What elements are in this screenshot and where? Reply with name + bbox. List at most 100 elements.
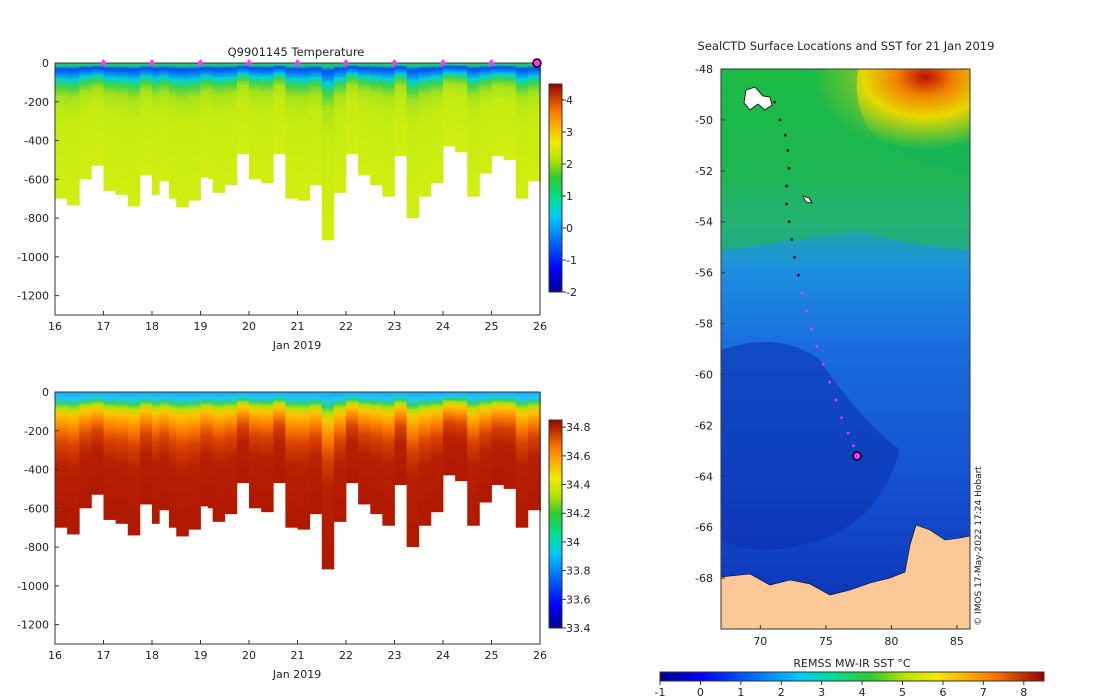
- profile-column: [67, 63, 80, 206]
- profile-column: [285, 63, 298, 199]
- sst-tick-label: 4: [859, 686, 866, 699]
- profile-column: [103, 63, 117, 191]
- profile-marker: [294, 59, 301, 67]
- profile-column: [527, 392, 541, 511]
- lat-tick-label: -54: [695, 216, 713, 229]
- y-tick-label: -1200: [17, 290, 49, 303]
- profile-column: [207, 392, 214, 509]
- profile-column: [236, 392, 250, 484]
- temperature-section-panel: Q9901145 Temperature 0 -200 -400 -600 -800 -1…: [17, 45, 577, 352]
- y-tick-label: -200: [24, 96, 49, 109]
- sst-tick-label: 8: [1020, 686, 1027, 699]
- sst-colorbar: [659, 671, 1045, 682]
- track-point: [785, 202, 788, 206]
- y-tick-label: -1000: [17, 251, 49, 264]
- sal-y-axis-ticks: 0 -200 -400 -600 -800 -1000 -1200: [17, 386, 59, 632]
- temp-y-axis-ticks: 0 -200 -400 -600 -800 -1000 -1200: [17, 57, 59, 303]
- profile-column: [370, 63, 383, 186]
- y-tick-label: -1200: [17, 619, 49, 632]
- map-axes-frame: [720, 68, 971, 630]
- x-tick-label: 25: [485, 649, 499, 662]
- x-tick-label: 23: [388, 649, 402, 662]
- sal-x-axis-ticks: 16 17 18 19 20 21 22 23 24 25 26: [48, 640, 547, 662]
- temperature-profile-markers: [100, 59, 495, 67]
- profile-column: [55, 63, 68, 199]
- x-tick-label: 19: [194, 649, 208, 662]
- profile-column: [443, 392, 456, 476]
- profile-column: [503, 392, 517, 489]
- profile-column: [261, 392, 274, 513]
- track-point: [785, 184, 788, 188]
- track-point: [840, 416, 843, 420]
- temp-panel-title: Q9901145 Temperature: [228, 45, 365, 59]
- profile-column: [273, 392, 286, 484]
- y-tick-label: -600: [24, 502, 49, 515]
- salinity-heatmap: [55, 392, 541, 570]
- profile-column: [491, 392, 505, 486]
- cb-tick-label: 3: [566, 126, 573, 139]
- y-tick-label: -400: [24, 464, 49, 477]
- cb-tick-label: -2: [566, 286, 577, 299]
- track-point: [828, 380, 832, 384]
- cb-tick-label: -1: [566, 254, 577, 267]
- track-point: [787, 166, 791, 170]
- x-tick-label: 22: [339, 320, 353, 333]
- profile-column: [55, 392, 68, 528]
- cb-tick-label: 33.8: [566, 565, 591, 578]
- temp-colorbar-ticks: 4 3 2 1 0 -1 -2: [562, 94, 577, 299]
- profile-column: [515, 63, 529, 199]
- profile-marker: [197, 59, 204, 67]
- profile-column: [188, 392, 201, 530]
- lon-tick-label: 75: [819, 635, 833, 648]
- sst-tick-label: 3: [818, 686, 825, 699]
- map-lat-ticks: -48 -50 -52 -54 -56 -58 -60 -62 -64 -66 -68: [695, 63, 725, 585]
- cb-tick-label: 2: [566, 158, 573, 171]
- profile-marker: [488, 59, 495, 67]
- x-tick-label: 20: [242, 649, 256, 662]
- profile-column: [394, 392, 408, 486]
- profile-column: [168, 392, 177, 528]
- sst-tick-label: 7: [980, 686, 987, 699]
- profile-column: [249, 63, 262, 180]
- profile-marker: [343, 59, 349, 67]
- profile-column: [394, 63, 408, 157]
- profile-column: [212, 63, 226, 193]
- lat-tick-label: -62: [695, 419, 713, 432]
- profile-column: [188, 63, 201, 201]
- lon-tick-label: 85: [950, 635, 964, 648]
- profile-column: [430, 63, 444, 184]
- profile-column: [346, 63, 359, 155]
- x-tick-label: 18: [145, 649, 159, 662]
- profile-column: [91, 392, 104, 495]
- lat-tick-label: -66: [695, 521, 713, 534]
- profile-column: [224, 392, 238, 515]
- profile-column: [168, 63, 177, 199]
- x-tick-label: 21: [291, 649, 305, 662]
- y-tick-label: -200: [24, 425, 49, 438]
- lat-tick-label: -50: [695, 114, 713, 127]
- track-point: [793, 256, 796, 259]
- sst-tick-label: 2: [778, 686, 785, 699]
- profile-column: [382, 63, 395, 197]
- x-tick-label: 17: [97, 320, 111, 333]
- y-tick-label: -800: [24, 212, 49, 225]
- sst-tick-label: 5: [899, 686, 906, 699]
- profile-column: [479, 392, 492, 503]
- track-point: [783, 133, 787, 137]
- profile-column: [358, 63, 371, 176]
- temperature-heatmap: [55, 63, 541, 241]
- track-point: [821, 362, 825, 366]
- x-tick-label: 26: [533, 320, 547, 333]
- sst-map-panel: SealCTD Surface Locations and SST for 21…: [655, 39, 1045, 699]
- profile-column: [467, 63, 480, 197]
- x-tick-label: 24: [436, 649, 450, 662]
- profile-column: [273, 63, 286, 155]
- profile-column: [79, 63, 92, 180]
- track-point: [787, 220, 791, 224]
- sst-green-band: [721, 69, 970, 250]
- profile-column: [358, 392, 371, 505]
- profile-column: [479, 63, 492, 174]
- track-point: [773, 100, 777, 104]
- profile-column: [261, 63, 274, 184]
